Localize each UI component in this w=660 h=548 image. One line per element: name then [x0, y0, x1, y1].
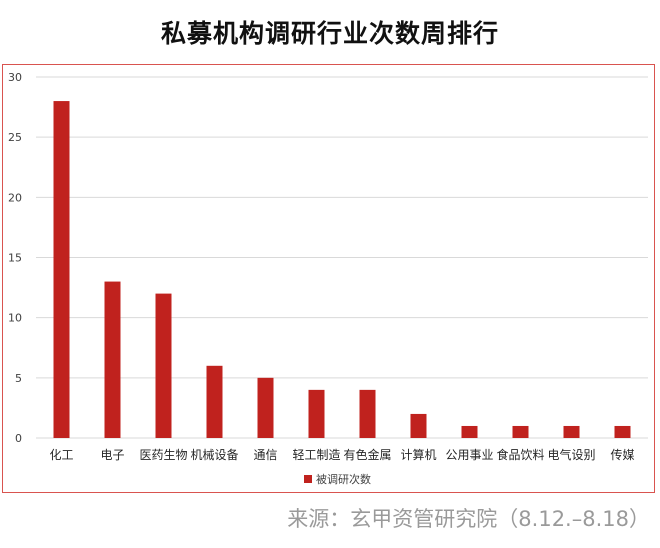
legend-swatch [304, 475, 312, 483]
y-axis-ticks: 0 5 10 15 20 25 30 [8, 71, 22, 445]
bar [614, 425, 631, 438]
x-tick-label: 有色金属 [343, 447, 391, 462]
x-tick-label: 化工 [49, 448, 73, 462]
x-axis-labels: 化工 电子 医药生物 机械设备 通信 轻工制造 有色金属 计算机 公用事业 食品饮料 电气设别 传媒 [49, 447, 634, 462]
bars [53, 101, 631, 439]
legend-label: 被调研次数 [316, 472, 371, 486]
bar-chart: 0 5 10 15 20 25 30 化工 电子 医药生物 机械设备 通信 轻工制造 有色金属 计算机 公用… [8, 71, 648, 486]
source-note: 来源：玄甲资管研究院（8.12.–8.18） [287, 507, 650, 531]
x-tick-label: 传媒 [610, 447, 634, 462]
x-tick-label: 通信 [253, 448, 277, 462]
x-tick-label: 医药生物 [139, 448, 187, 462]
bar [53, 101, 70, 439]
x-tick-label: 食品饮料 [496, 447, 544, 462]
y-tick-label: 10 [8, 312, 22, 325]
bar [308, 389, 325, 438]
y-tick-label: 15 [8, 252, 22, 265]
bar [359, 389, 376, 438]
x-tick-label: 电子 [100, 448, 124, 462]
gridlines [36, 76, 648, 439]
bar [563, 425, 580, 438]
x-tick-label: 公用事业 [445, 448, 493, 462]
y-tick-label: 25 [8, 131, 22, 144]
y-tick-label: 30 [8, 71, 22, 84]
bar [206, 365, 223, 438]
y-tick-label: 20 [8, 191, 22, 204]
chart-title: 私募机构调研行业次数周排行 [160, 19, 499, 48]
chart-frame [2, 64, 655, 493]
x-tick-label: 机械设备 [190, 447, 238, 462]
bar [461, 425, 478, 438]
x-tick-label: 计算机 [400, 447, 436, 462]
x-tick-label: 电气设别 [547, 447, 595, 462]
bar [155, 293, 172, 438]
y-tick-label: 0 [15, 432, 22, 445]
legend: 被调研次数 [304, 472, 371, 486]
bar [512, 425, 529, 438]
y-tick-label: 5 [15, 372, 22, 385]
bar [410, 413, 427, 438]
x-tick-label: 轻工制造 [292, 448, 340, 462]
bar [104, 281, 121, 438]
bar [257, 377, 274, 438]
